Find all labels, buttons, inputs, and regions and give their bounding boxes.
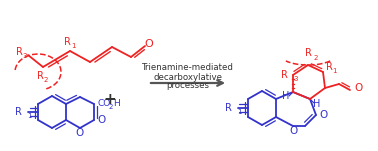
Text: 2: 2 bbox=[314, 55, 318, 61]
Text: 2: 2 bbox=[109, 104, 113, 110]
Text: R: R bbox=[64, 37, 70, 47]
Text: R: R bbox=[37, 71, 43, 81]
Text: processes: processes bbox=[166, 82, 209, 90]
Text: O: O bbox=[76, 128, 84, 138]
Text: +: + bbox=[104, 93, 116, 108]
Text: 1: 1 bbox=[27, 113, 31, 119]
Text: 1: 1 bbox=[237, 109, 242, 115]
Text: 3: 3 bbox=[23, 53, 27, 59]
Text: O: O bbox=[319, 110, 327, 120]
Text: R: R bbox=[225, 103, 232, 113]
Text: 1: 1 bbox=[332, 68, 336, 74]
Text: decarboxylative: decarboxylative bbox=[153, 72, 223, 82]
Text: R: R bbox=[15, 107, 22, 117]
Text: H: H bbox=[282, 91, 289, 101]
Text: Trienamine-mediated: Trienamine-mediated bbox=[142, 64, 234, 72]
Text: 2: 2 bbox=[44, 77, 48, 83]
Text: R: R bbox=[15, 47, 22, 57]
Text: 1: 1 bbox=[71, 43, 75, 49]
Text: O: O bbox=[97, 115, 105, 125]
Text: O: O bbox=[289, 126, 297, 136]
Text: O: O bbox=[145, 39, 153, 49]
Text: H: H bbox=[113, 100, 120, 109]
Text: R: R bbox=[281, 70, 288, 80]
Text: H: H bbox=[313, 99, 321, 109]
Text: R: R bbox=[305, 48, 311, 58]
Text: R: R bbox=[326, 62, 333, 72]
Text: O: O bbox=[354, 83, 362, 93]
Text: CO: CO bbox=[97, 100, 110, 109]
Text: 3: 3 bbox=[293, 76, 297, 82]
